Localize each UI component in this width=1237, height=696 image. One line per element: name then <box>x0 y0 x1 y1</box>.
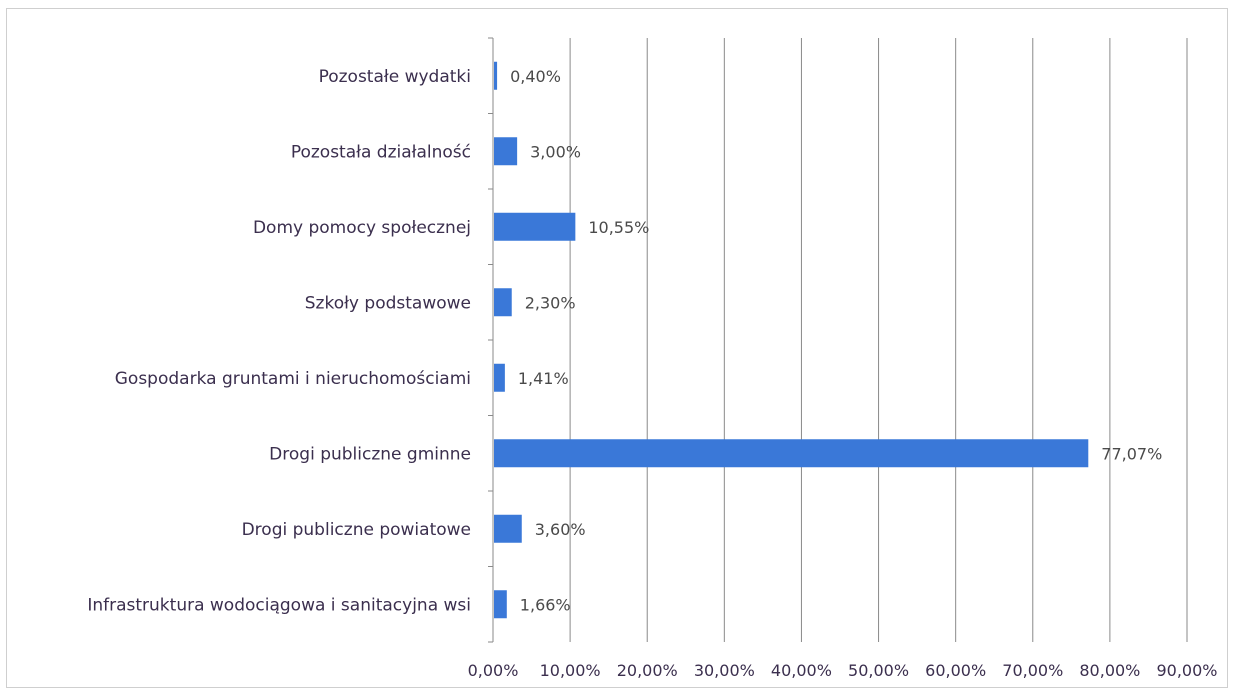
x-tick-label: 20,00% <box>617 661 678 680</box>
x-tick-label: 30,00% <box>694 661 755 680</box>
data-label: 1,66% <box>520 595 571 614</box>
bar <box>494 590 507 619</box>
category-label: Szkoły podstawowe <box>305 293 471 313</box>
category-label: Drogi publiczne gminne <box>269 444 471 464</box>
bar <box>494 363 505 392</box>
bars <box>494 61 1089 619</box>
x-tick-label: 40,00% <box>771 661 832 680</box>
bar <box>494 439 1089 468</box>
bar <box>494 514 522 543</box>
category-label: Pozostała działalność <box>291 142 471 162</box>
bar <box>494 61 498 90</box>
data-label: 1,41% <box>518 369 569 388</box>
data-label: 10,55% <box>588 218 649 237</box>
x-axis-tick-labels: 0,00% 10,00% 20,00% 30,00% 40,00% 50,00% 60,00… <box>468 661 1218 680</box>
data-labels: 0,40% 3,00% 10,55% 2,30% 1,41% 77,07% 3,60% 1,6… <box>510 67 1162 615</box>
data-label: 77,07% <box>1101 444 1162 463</box>
x-tick-label: 0,00% <box>468 661 519 680</box>
data-label: 3,00% <box>530 142 581 161</box>
x-tick-label: 50,00% <box>848 661 909 680</box>
category-label: Pozostałe wydatki <box>319 67 471 87</box>
data-label: 0,40% <box>510 67 561 86</box>
bar <box>494 288 512 317</box>
category-label: Gospodarka gruntami i nieruchomościami <box>115 369 471 389</box>
x-tick-label: 80,00% <box>1079 661 1140 680</box>
x-tick-label: 10,00% <box>540 661 601 680</box>
category-label: Infrastruktura wodociągowa i sanitacyjna… <box>87 595 471 615</box>
data-label: 2,30% <box>525 293 576 312</box>
category-label: Domy pomocy społecznej <box>253 218 471 238</box>
chart-frame <box>6 8 1228 688</box>
data-label: 3,60% <box>535 520 586 539</box>
bar <box>494 212 576 241</box>
x-tick-label: 90,00% <box>1156 661 1217 680</box>
category-label: Drogi publiczne powiatowe <box>242 520 471 540</box>
gridlines <box>488 37 1188 643</box>
x-tick-label: 60,00% <box>925 661 986 680</box>
category-labels: Pozostałe wydatki Pozostała działalność Do… <box>87 67 471 616</box>
bar <box>494 137 518 166</box>
x-tick-label: 70,00% <box>1002 661 1063 680</box>
